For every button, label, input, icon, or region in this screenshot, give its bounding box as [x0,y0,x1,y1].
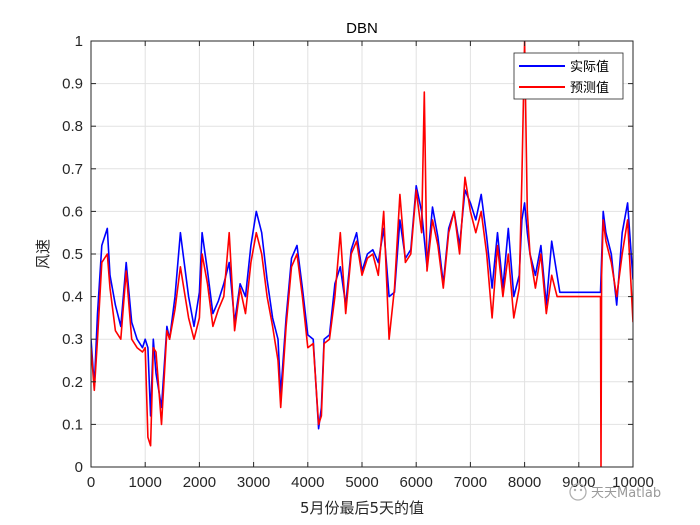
x-tick-label: 1000 [129,474,162,491]
x-tick-label: 4000 [291,474,324,491]
wechat-icon-eye-left [573,488,577,492]
watermark: 天天Matlab [569,483,661,501]
y-tick-label: 0.7 [62,161,83,178]
x-tick-label: 8000 [508,474,541,491]
x-tick-label: 9000 [562,474,595,491]
x-tick-label: 5000 [345,474,378,491]
wechat-icon-eye-right [579,488,583,492]
x-tick-label: 7000 [454,474,487,491]
y-tick-label: 0.9 [62,76,83,93]
series-predicted-line [91,41,633,467]
axis-ticks [90,40,634,468]
x-tick-label: 10000 [612,474,654,491]
y-tick-label: 0.1 [62,416,83,433]
legend-box [513,52,624,100]
wechat-icon [569,483,587,501]
x-tick-labels: 0 1000 2000 3000 4000 5000 6000 7000 8000 9000 100… [87,474,654,491]
y-tick-labels: 0 0.1 0.2 0.3 0.4 0.5 0.6 0.7 0.8 0.9 1 [62,33,83,476]
y-tick-label: 0.6 [62,203,83,220]
x-tick-label: 2000 [183,474,216,491]
y-tick-label: 0.8 [62,118,83,135]
x-tick-label: 3000 [237,474,270,491]
y-axis-label: 风速 [34,239,52,269]
y-tick-label: 0.5 [62,246,83,263]
x-tick-label: 0 [87,474,95,491]
legend: 实际值 预测值 [513,52,624,100]
x-axis-label: 5月份最后5天的值 [300,499,424,517]
watermark-text: 天天Matlab [591,486,661,501]
x-tick-label: 6000 [400,474,433,491]
y-tick-label: 0.3 [62,331,83,348]
legend-label-actual: 实际值 [570,59,609,75]
legend-label-predicted: 预测值 [570,80,609,96]
y-tick-label: 0.2 [62,374,83,391]
y-tick-label: 0.4 [62,289,83,306]
y-tick-label: 1 [75,33,83,50]
series-layer [91,41,633,467]
chart-title: DBN [346,20,378,37]
y-tick-label: 0 [75,459,83,476]
